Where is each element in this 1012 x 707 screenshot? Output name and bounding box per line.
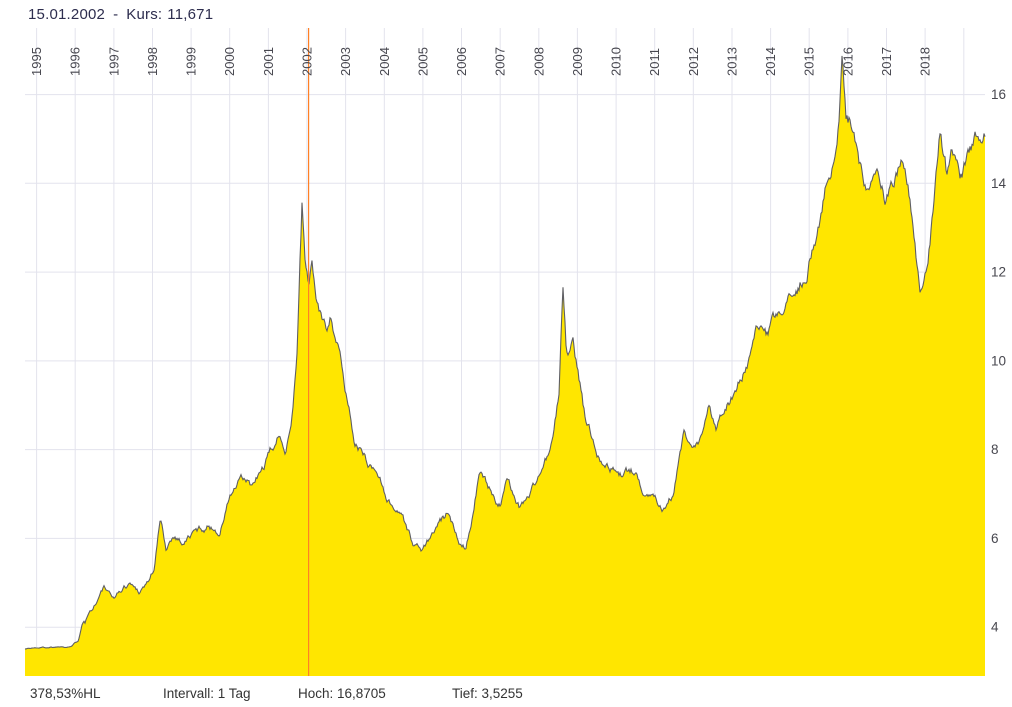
x-axis-label: 2014 (763, 47, 778, 76)
x-axis-label: 2005 (415, 47, 430, 76)
x-axis-label: 2015 (802, 47, 817, 76)
readout-date: 15.01.2002 (28, 6, 106, 23)
x-axis-label: 1996 (68, 47, 83, 76)
y-axis-label: 6 (991, 531, 999, 546)
readout-kurs-label: Kurs: (126, 6, 163, 23)
y-axis-label: 10 (991, 353, 1006, 368)
x-axis-label: 2018 (918, 47, 933, 76)
x-axis-label: 2008 (531, 47, 546, 76)
x-axis-label: 2011 (647, 48, 662, 76)
y-axis-label: 8 (991, 442, 999, 457)
x-axis-label: 2007 (493, 47, 508, 76)
x-axis-label: 2013 (725, 47, 740, 76)
y-axis-label: 16 (991, 87, 1006, 102)
crosshair-readout: 15.01.2002- Kurs: 11,671 (28, 6, 213, 23)
readout-separator: - (113, 6, 119, 23)
x-axis-label: 2001 (261, 47, 276, 76)
x-axis-label: 2006 (454, 47, 469, 76)
x-axis-label: 1998 (145, 47, 160, 76)
x-axis-label: 1995 (29, 47, 44, 76)
price-area (25, 55, 985, 676)
x-axis-label: 2012 (686, 47, 701, 76)
y-axis-label: 4 (991, 620, 999, 635)
y-axis-label: 14 (991, 176, 1007, 191)
x-axis-label: 2003 (338, 47, 353, 76)
x-axis-label: 2017 (879, 47, 894, 76)
footer-interval: Intervall: 1 Tag (163, 686, 251, 701)
y-axis-label: 12 (991, 265, 1006, 280)
readout-kurs-value: 11,671 (167, 6, 214, 23)
x-axis-label: 2010 (609, 47, 624, 76)
x-axis-label: 1999 (184, 47, 199, 76)
footer-low: Tief: 3,5255 (452, 686, 523, 701)
price-line (24, 55, 986, 650)
footer-performance: 378,53%HL (30, 686, 101, 701)
footer-high: Hoch: 16,8705 (298, 686, 386, 701)
x-axis-label: 2000 (222, 47, 237, 76)
x-axis-label: 2004 (377, 47, 392, 76)
x-axis-label: 1997 (106, 47, 121, 76)
x-axis-label: 2016 (840, 47, 855, 76)
x-axis-label: 2009 (570, 47, 585, 76)
x-axis-label: 2002 (300, 47, 315, 76)
